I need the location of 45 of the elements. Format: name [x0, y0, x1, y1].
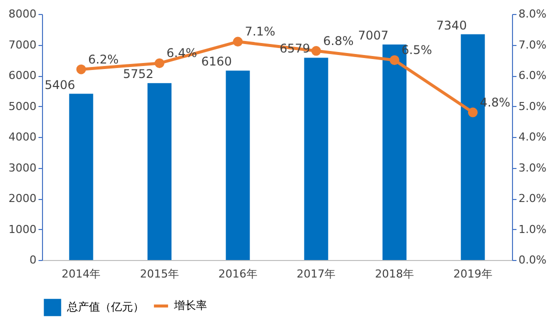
data-label: 6160 [201, 54, 232, 69]
point [154, 58, 164, 68]
data-label: 6.2% [88, 52, 119, 66]
bar [69, 94, 94, 260]
y2-tick-label: 5.0% [518, 100, 546, 113]
y-tick-label: 7000 [8, 38, 36, 52]
point [76, 64, 86, 74]
y-tick-label: 5000 [8, 100, 36, 113]
y2-tick-label: 6.0% [518, 69, 546, 82]
y-tick-label: 6000 [8, 69, 36, 82]
y2-tick-label: 3.0% [518, 161, 546, 174]
point [311, 46, 322, 56]
point [468, 108, 478, 118]
data-label: 5406 [44, 78, 76, 92]
y-tick-label: 8000 [8, 8, 36, 20]
y-tick-label: 2000 [8, 192, 36, 205]
data-label: 7007 [358, 28, 388, 43]
y-tick-label: 1000 [8, 222, 36, 236]
data-label: 6.8% [323, 34, 354, 48]
bar [148, 83, 172, 260]
bar [226, 70, 250, 260]
data-label: 5752 [122, 67, 154, 82]
y-tick-label: 3000 [8, 161, 36, 174]
x-tick-label: 2017年 [296, 268, 336, 280]
bar [304, 58, 328, 260]
y2-tick-label: 8.0% [518, 8, 546, 20]
y2-tick-label: 1.0% [518, 222, 546, 236]
y2-tick-label: 4.0% [518, 130, 546, 144]
y2-tick-label: 7.0% [518, 38, 546, 52]
x-tick-label: 2016年 [218, 268, 258, 280]
y2-tick-label: 2.0% [518, 192, 546, 205]
y2-tick-label: 0.0% [518, 254, 546, 266]
x-tick-label: 2018年 [375, 268, 414, 280]
legend-label: 总产值（亿元） [66, 300, 144, 314]
legend-label: 增长率 [173, 299, 207, 312]
data-label: 7.1% [244, 24, 276, 39]
x-tick-label: 2019年 [453, 268, 492, 280]
data-label: 6.4% [166, 46, 197, 60]
y-tick-label: 0 [30, 254, 36, 266]
data-label: 7340 [436, 18, 467, 32]
point [390, 55, 400, 65]
x-tick-label: 2015年 [140, 268, 179, 280]
x-tick-label: 2014年 [62, 268, 101, 280]
y-tick-label: 4000 [8, 130, 36, 144]
point [232, 36, 243, 47]
